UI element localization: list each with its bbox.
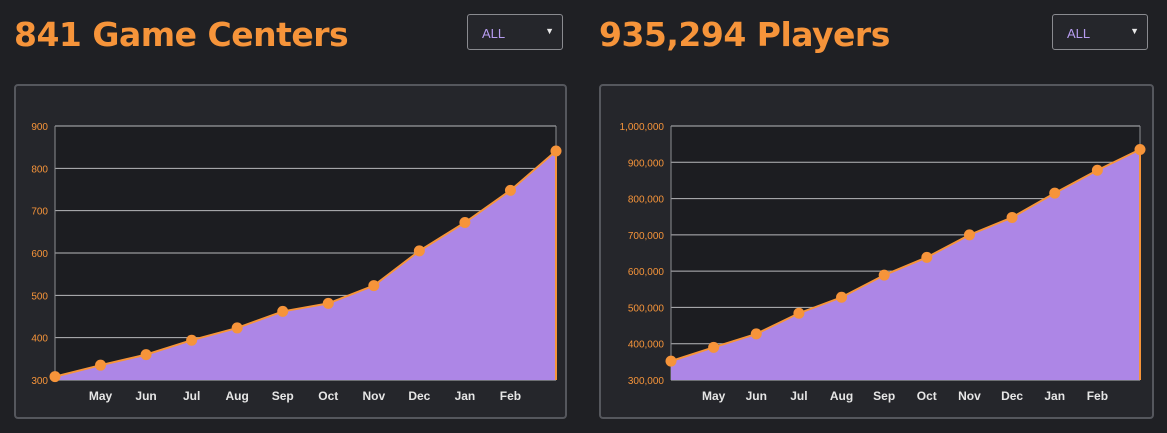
data-point	[878, 269, 890, 281]
y-tick-label: 400,000	[628, 340, 665, 351]
data-point	[1006, 211, 1018, 223]
x-tick-label: Jan	[455, 389, 476, 403]
area-fill	[671, 149, 1140, 380]
players-filter-select[interactable]: ALL ▼	[1052, 14, 1148, 50]
data-point	[322, 297, 334, 309]
dropdown-arrow-icon: ▼	[1130, 26, 1139, 36]
y-tick-label: 400	[31, 334, 48, 345]
data-point	[140, 349, 152, 361]
x-tick-label: Oct	[318, 389, 338, 403]
data-point	[963, 229, 975, 241]
x-tick-label: Feb	[500, 389, 521, 403]
data-point	[368, 280, 380, 292]
x-tick-label: Feb	[1087, 389, 1108, 403]
data-point	[921, 251, 933, 263]
x-tick-label: May	[702, 389, 726, 403]
data-point	[459, 217, 471, 229]
game-centers-filter-select[interactable]: ALL ▼	[467, 14, 563, 50]
data-point	[836, 291, 848, 303]
game-centers-chart: 300 400 500 600 700 800 900 May Jun Jul Aug Sep Oct N…	[31, 122, 562, 403]
data-point	[1091, 164, 1103, 176]
players-chart-panel: 300,000 400,000 500,000 600,000 700,000 800,0…	[599, 84, 1154, 419]
x-tick-label: Jun	[135, 389, 156, 403]
data-point	[504, 184, 516, 196]
y-tick-label: 700	[31, 207, 48, 218]
data-point	[750, 328, 762, 340]
series-line	[54, 150, 557, 378]
data-point	[231, 322, 243, 334]
x-tick-label: Jun	[746, 389, 767, 403]
x-tick-label: Dec	[1001, 389, 1023, 403]
y-tick-label: 600,000	[628, 267, 665, 278]
game-centers-title: 841 Game Centers	[14, 15, 349, 54]
y-tick-label: 800,000	[628, 195, 665, 206]
data-point	[1049, 187, 1061, 199]
x-tick-label: Nov	[958, 389, 981, 403]
x-tick-label: Nov	[362, 389, 385, 403]
x-tick-label: Jul	[790, 389, 807, 403]
x-tick-label: Oct	[917, 389, 937, 403]
area-fill	[55, 150, 556, 380]
y-tick-label: 800	[31, 164, 48, 175]
x-tick-label: Jul	[183, 389, 200, 403]
data-point	[49, 371, 61, 383]
y-tick-label: 500,000	[628, 303, 665, 314]
data-point	[550, 145, 562, 157]
x-tick-label: Aug	[830, 389, 853, 403]
data-point	[413, 245, 425, 257]
y-tick-label: 600	[31, 249, 48, 260]
y-tick-label: 700,000	[628, 231, 665, 242]
dropdown-arrow-icon: ▼	[545, 26, 554, 36]
data-point	[708, 341, 720, 353]
y-tick-label: 900	[31, 122, 48, 133]
y-tick-label: 1,000,000	[620, 122, 665, 133]
data-point	[665, 355, 677, 367]
y-tick-label: 500	[31, 291, 48, 302]
data-point	[186, 334, 198, 346]
y-tick-label: 300	[31, 376, 48, 387]
x-tick-label: Jan	[1044, 389, 1065, 403]
game-centers-chart-panel: 300 400 500 600 700 800 900 May Jun Jul Aug Sep Oct N…	[14, 84, 567, 419]
x-tick-label: Dec	[408, 389, 430, 403]
y-tick-label: 300,000	[628, 376, 665, 387]
data-point	[95, 359, 107, 371]
game-centers-filter-value: ALL	[482, 26, 506, 41]
x-tick-label: Sep	[873, 389, 895, 403]
players-title: 935,294 Players	[599, 15, 890, 54]
data-point	[793, 307, 805, 319]
y-tick-label: 900,000	[628, 158, 665, 169]
players-chart: 300,000 400,000 500,000 600,000 700,000 800,0…	[620, 122, 1146, 403]
x-tick-label: Aug	[226, 389, 249, 403]
data-point	[1134, 143, 1146, 155]
players-filter-value: ALL	[1067, 26, 1091, 41]
data-point	[277, 305, 289, 317]
series-line	[670, 148, 1141, 363]
x-tick-label: May	[89, 389, 113, 403]
x-tick-label: Sep	[272, 389, 294, 403]
